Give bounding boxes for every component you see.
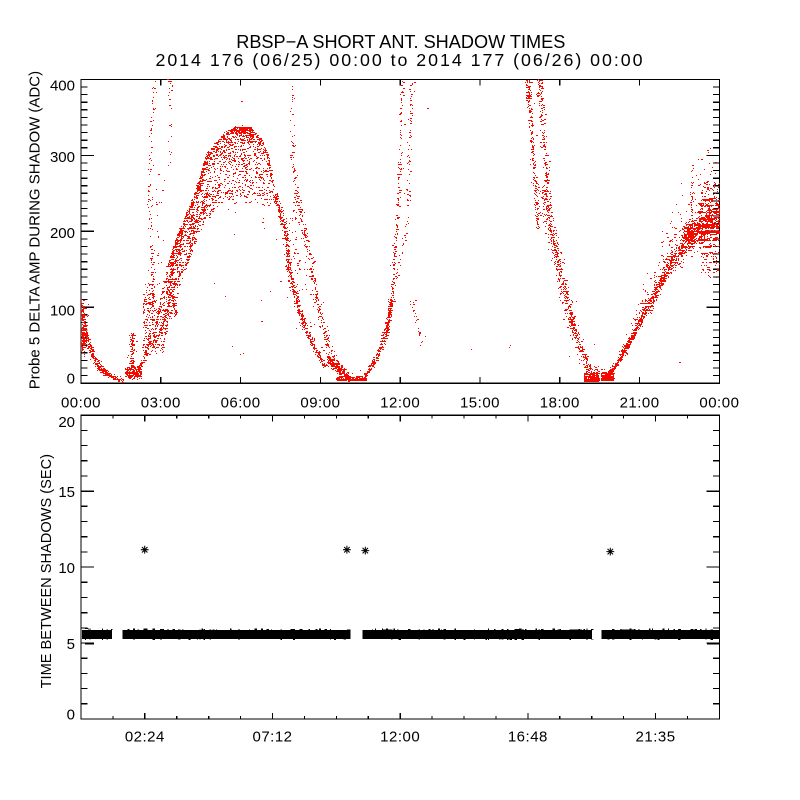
svg-text:RBSP−A SHORT ANT. SHADOW TIMES: RBSP−A SHORT ANT. SHADOW TIMES	[236, 32, 565, 52]
svg-text:0: 0	[67, 371, 75, 388]
svg-text:12:00: 12:00	[380, 729, 420, 746]
svg-text:Probe 5 DELTA AMP DURING SHADO: Probe 5 DELTA AMP DURING SHADOW (ADC)	[27, 71, 44, 389]
svg-text:18:00: 18:00	[540, 395, 580, 412]
svg-text:21:00: 21:00	[620, 395, 660, 412]
svg-text:09:00: 09:00	[300, 395, 340, 412]
svg-text:12:00: 12:00	[380, 395, 420, 412]
svg-text:5: 5	[67, 636, 75, 653]
svg-text:10: 10	[58, 560, 75, 577]
svg-text:100: 100	[50, 302, 75, 319]
svg-text:TIME BETWEEN SHADOWS (SEC): TIME BETWEEN SHADOWS (SEC)	[39, 454, 55, 688]
svg-text:15:00: 15:00	[460, 395, 500, 412]
svg-text:16:48: 16:48	[508, 729, 548, 746]
svg-text:03:00: 03:00	[141, 395, 181, 412]
svg-text:07:12: 07:12	[252, 729, 292, 746]
svg-text:400: 400	[50, 78, 75, 95]
svg-text:15: 15	[58, 484, 75, 501]
svg-text:0: 0	[67, 706, 75, 723]
svg-text:2014 176 (06/25) 00:00 to 2014: 2014 176 (06/25) 00:00 to 2014 177 (06/2…	[155, 50, 644, 70]
svg-text:20: 20	[58, 414, 75, 431]
svg-text:06:00: 06:00	[221, 395, 261, 412]
svg-text:00:00: 00:00	[699, 395, 739, 412]
svg-text:200: 200	[50, 225, 75, 242]
svg-text:300: 300	[50, 149, 75, 166]
svg-text:00:00: 00:00	[61, 395, 101, 412]
svg-text:02:24: 02:24	[125, 729, 165, 746]
svg-text:21:35: 21:35	[636, 729, 676, 746]
